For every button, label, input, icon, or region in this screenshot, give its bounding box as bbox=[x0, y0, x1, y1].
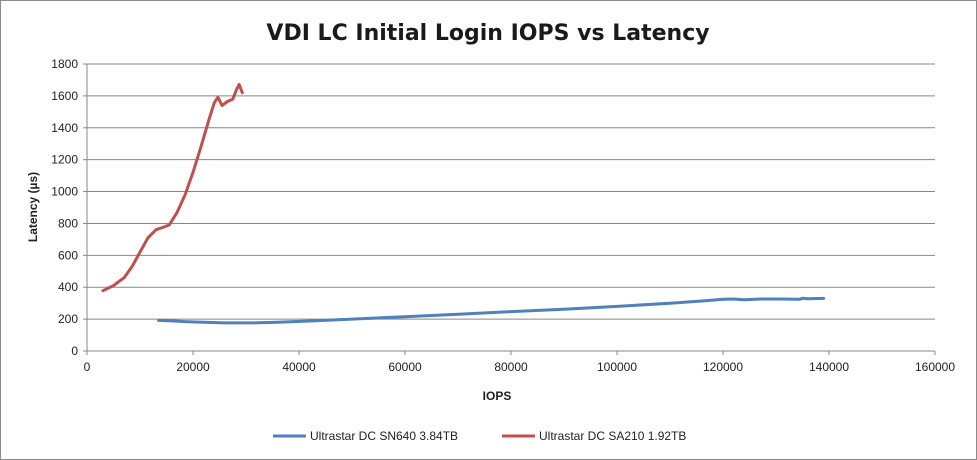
y-tick-label: 600 bbox=[58, 248, 78, 262]
y-tick-label: 400 bbox=[58, 280, 78, 294]
chart-title: VDI LC Initial Login IOPS vs Latency bbox=[266, 21, 709, 46]
y-tick-label: 1800 bbox=[51, 57, 78, 71]
series-line-2 bbox=[101, 82, 244, 293]
legend-label: Ultrastar DC SN640 3.84TB bbox=[310, 429, 458, 443]
x-tick-label: 20000 bbox=[176, 360, 210, 374]
x-tick-label: 160000 bbox=[915, 360, 955, 374]
x-tick-label: 140000 bbox=[809, 360, 849, 374]
y-tick-label: 1600 bbox=[51, 89, 78, 103]
y-tick-label: 1000 bbox=[51, 185, 78, 199]
axes bbox=[86, 64, 935, 352]
legend: Ultrastar DC SN640 3.84TB Ultrastar DC SA… bbox=[273, 429, 686, 443]
x-tick-labels: 0 20000 40000 60000 80000 100000 120000 140000 1… bbox=[84, 360, 956, 374]
x-tick-label: 40000 bbox=[282, 360, 316, 374]
y-tick-label: 0 bbox=[71, 344, 78, 358]
series-lines bbox=[101, 82, 826, 325]
y-tick-label: 1400 bbox=[51, 121, 78, 135]
x-tick-label: 0 bbox=[84, 360, 91, 374]
y-tick-label: 200 bbox=[58, 312, 78, 326]
x-tick-label: 100000 bbox=[597, 360, 637, 374]
x-tick-label: 60000 bbox=[388, 360, 422, 374]
x-tick-label: 120000 bbox=[703, 360, 743, 374]
gridlines bbox=[83, 63, 936, 355]
y-axis-label: Latency (µs) bbox=[26, 172, 40, 242]
y-tick-label: 1200 bbox=[51, 153, 78, 167]
y-tick-label: 800 bbox=[58, 216, 78, 230]
x-tick-label: 80000 bbox=[494, 360, 528, 374]
legend-label: Ultrastar DC SA210 1.92TB bbox=[539, 429, 686, 443]
series-line-1 bbox=[157, 296, 826, 325]
x-axis-label: IOPS bbox=[483, 389, 512, 403]
y-tick-labels: 0 200 400 600 800 1000 1200 1400 1600 1800 bbox=[51, 57, 78, 358]
